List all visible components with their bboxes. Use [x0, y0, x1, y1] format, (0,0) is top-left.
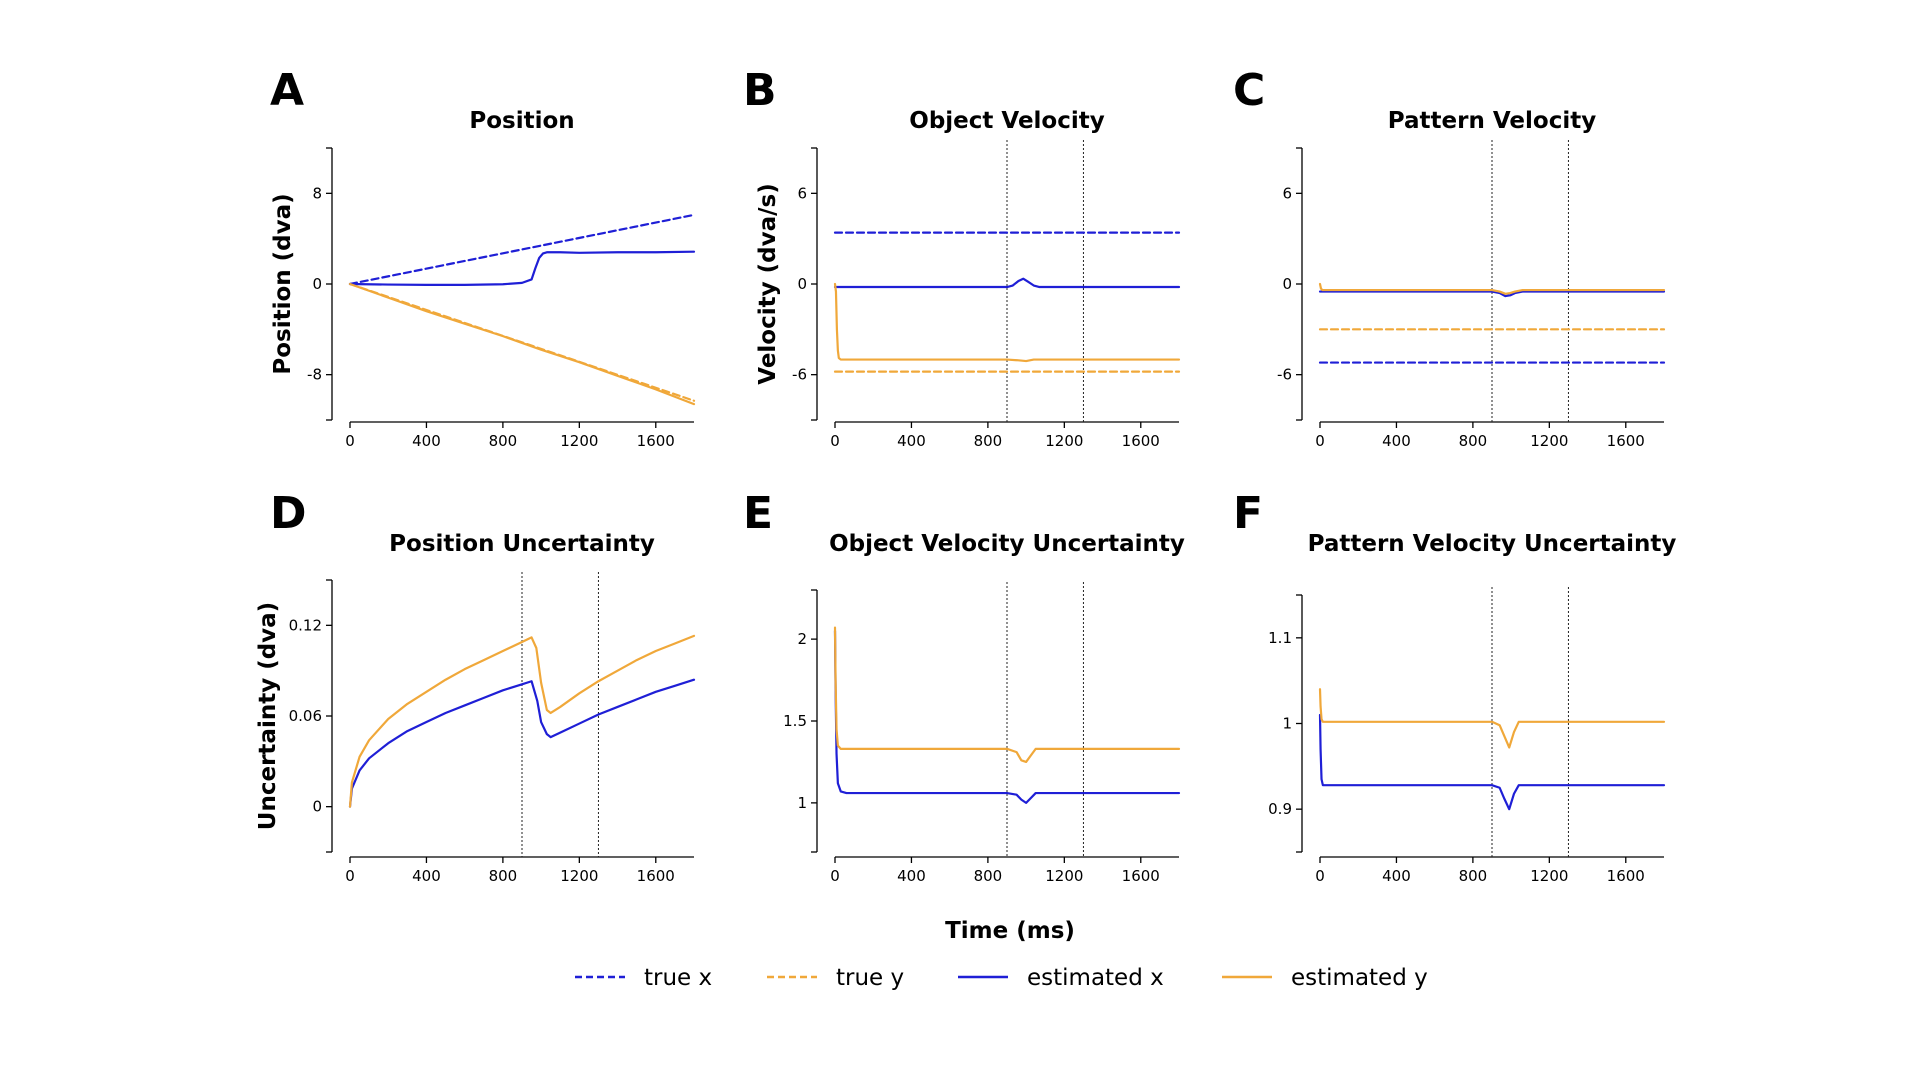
legend-label-estimated-x: estimated x [1027, 965, 1164, 991]
y-tick-label: 6 [1282, 184, 1292, 202]
x-tick-label: 0 [830, 867, 840, 885]
y-tick-label: 1.5 [783, 712, 807, 730]
series-est-y [1318, 688, 1666, 749]
y-tick-label: 0.9 [1268, 800, 1292, 818]
legend-label-true-x: true x [644, 965, 712, 991]
x-tick-label: 1600 [1122, 432, 1160, 450]
x-tick-label: 800 [974, 867, 1003, 885]
series-est-x [833, 277, 1181, 289]
panel-title: Object Velocity Uncertainty [829, 531, 1185, 557]
series-true-x [348, 213, 696, 286]
y-tick-label: 8 [312, 184, 322, 202]
x-tick-label: 0 [345, 867, 355, 885]
panel-a: A Position -8 0 8 0 400 800 1200 1600 Position (dv… [270, 65, 696, 450]
series-est-x [1318, 713, 1666, 811]
y-tick-label: 0 [312, 798, 322, 816]
x-tick-label: 400 [897, 867, 926, 885]
panel-title: Position Uncertainty [389, 531, 655, 557]
panel-f: F Pattern Velocity Uncertainty 0.9 1 1.1 0 400… [1233, 488, 1676, 885]
x-tick-label: 400 [1382, 432, 1411, 450]
panel-letter: E [743, 488, 773, 539]
x-tick-label: 400 [412, 432, 441, 450]
x-tick-label: 1600 [1122, 867, 1160, 885]
panel-letter: A [270, 65, 304, 116]
y-axis-label: Uncertainty (dva) [255, 602, 281, 830]
series-est-y [833, 282, 1181, 363]
y-tick-label: -8 [307, 366, 322, 384]
x-tick-label: 1600 [637, 432, 675, 450]
x-tick-label: 0 [1315, 867, 1325, 885]
series-est-x [1318, 290, 1666, 298]
y-axis-label: Position (dva) [270, 193, 296, 374]
x-tick-label: 1200 [1530, 432, 1568, 450]
x-tick-label: 0 [830, 432, 840, 450]
x-tick-label: 800 [974, 432, 1003, 450]
y-tick-label: -6 [792, 366, 807, 384]
panel-b: B Object Velocity -6 0 6 0 400 800 1200 1600 Veloc… [743, 65, 1181, 450]
y-tick-label: 0.12 [289, 616, 322, 634]
x-tick-label: 800 [1459, 432, 1488, 450]
panel-d: D Position Uncertainty 0 0.06 0.12 0 400 800 120… [255, 488, 696, 885]
y-tick-label: 1 [797, 794, 807, 812]
x-tick-label: 1200 [560, 432, 598, 450]
x-tick-label: 1200 [1045, 867, 1083, 885]
x-tick-label: 0 [345, 432, 355, 450]
panel-title: Position [469, 108, 574, 134]
series-est-x [833, 629, 1181, 804]
panel-e: E Object Velocity Uncertainty 1 1.5 2 0 400 800… [743, 488, 1185, 885]
x-tick-label: 1600 [637, 867, 675, 885]
y-tick-label: 1 [1282, 715, 1292, 733]
x-tick-label: 400 [1382, 867, 1411, 885]
x-tick-label: 1200 [1045, 432, 1083, 450]
series-est-y [348, 634, 696, 808]
series-est-x [348, 678, 696, 808]
panel-letter: F [1233, 488, 1263, 539]
series-est-y [1318, 282, 1666, 295]
panel-letter: B [743, 65, 777, 116]
panel-letter: C [1233, 65, 1265, 116]
y-tick-label: 0 [312, 275, 322, 293]
x-tick-label: 1600 [1607, 432, 1645, 450]
y-axis-label: Velocity (dva/s) [755, 183, 781, 384]
panel-title: Pattern Velocity Uncertainty [1308, 531, 1677, 557]
y-tick-label: 0.06 [289, 707, 322, 725]
x-tick-label: 800 [489, 432, 518, 450]
panel-title: Object Velocity [909, 108, 1104, 134]
legend-label-estimated-y: estimated y [1291, 965, 1428, 991]
y-tick-label: 6 [797, 184, 807, 202]
y-tick-label: -6 [1277, 366, 1292, 384]
x-tick-label: 800 [489, 867, 518, 885]
series-est-y [348, 282, 696, 406]
x-tick-label: 400 [897, 432, 926, 450]
legend-label-true-y: true y [836, 965, 904, 991]
panel-letter: D [270, 488, 307, 539]
panel-title: Pattern Velocity [1388, 108, 1596, 134]
x-tick-label: 1600 [1607, 867, 1645, 885]
legend: true x true y estimated x estimated y [575, 965, 1428, 991]
series-est-y [833, 626, 1181, 764]
x-tick-label: 0 [1315, 432, 1325, 450]
y-tick-label: 1.1 [1268, 629, 1292, 647]
y-tick-label: 0 [1282, 275, 1292, 293]
y-tick-label: 0 [797, 275, 807, 293]
series-est-x [348, 250, 696, 287]
shared-xlabel: Time (ms) [945, 918, 1075, 944]
x-tick-label: 400 [412, 867, 441, 885]
x-tick-label: 1200 [560, 867, 598, 885]
x-tick-label: 1200 [1530, 867, 1568, 885]
x-tick-label: 800 [1459, 867, 1488, 885]
y-tick-label: 2 [797, 630, 807, 648]
panel-c: C Pattern Velocity -6 0 6 0 400 800 1200 1600 [1233, 65, 1666, 450]
